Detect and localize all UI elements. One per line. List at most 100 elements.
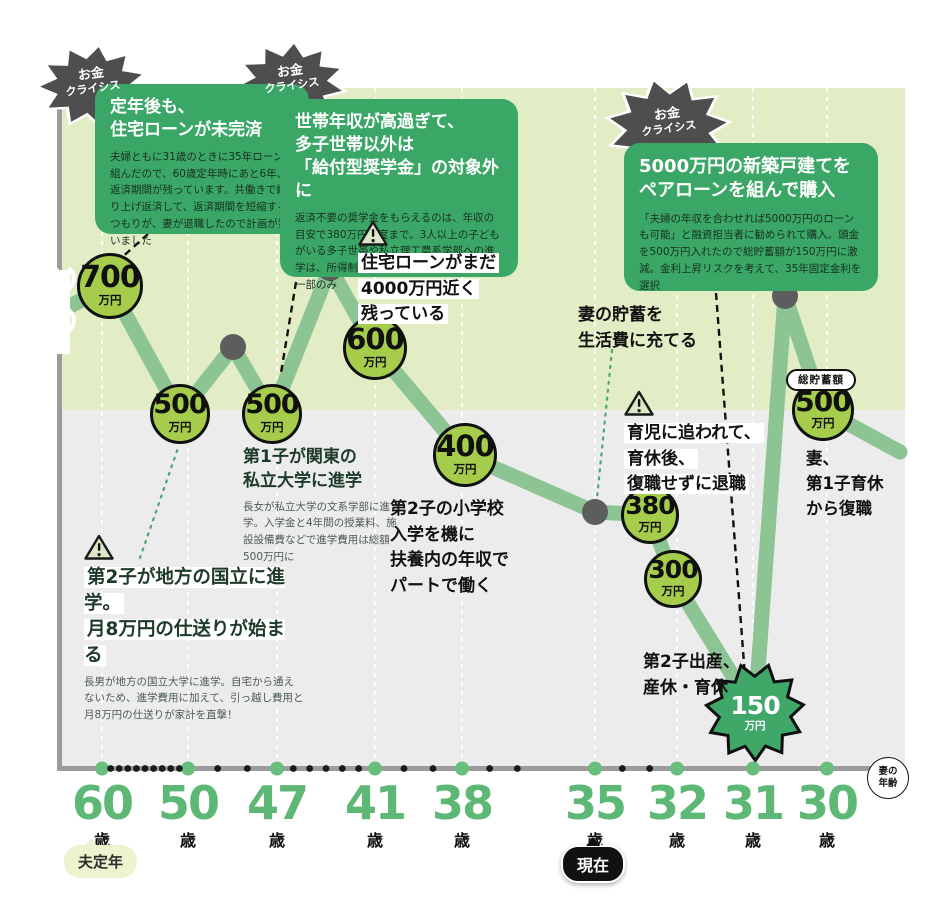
axis-tick-31: 31 歳 — [722, 776, 785, 851]
note-line: 復職せずに退職 — [624, 474, 749, 494]
wife-age-axis-label: 妻の 年齢 — [867, 757, 909, 799]
data-point-500-age47: 500 万円 — [242, 384, 302, 444]
tick-unit: 歳 — [179, 831, 197, 850]
point-value: 500 — [153, 389, 207, 421]
axis-tick-50: 50 歳 — [157, 776, 220, 851]
point-value: 300 — [648, 555, 698, 585]
note-line: 育児に追われて、 — [624, 423, 764, 443]
warning-icon — [358, 220, 388, 246]
note-line: 妻の貯蓄を — [578, 305, 663, 325]
axis-tick-32: 32 歳 — [646, 776, 709, 851]
tick-number: 50 — [157, 776, 220, 830]
axis-tick-41: 41 歳 — [344, 776, 407, 851]
callout-pair-loan: 5000万円の新築戸建てを ペアローンを組んで購入 「夫婦の年収を合わせれば50… — [624, 143, 878, 292]
point-value: 600 — [346, 322, 405, 357]
callout-title-line: 世帯年収が高過ぎて、 — [295, 112, 465, 132]
point-unit: 万円 — [661, 583, 685, 598]
callout-title-line: 多子世帯以外は — [295, 134, 414, 155]
axis-tick-38: 38 歳 — [431, 776, 494, 851]
tick-unit: 歳 — [668, 831, 686, 850]
note-line: 4000万円近く — [358, 278, 480, 299]
note-second-child-university: 第2子が地方の国立に進学。 月8万円の仕送りが始まる 長男が地方の国立大学に進学… — [84, 534, 304, 724]
point-value: 500 — [245, 389, 299, 421]
callout-title-line: ペアローンを組んで購入 — [639, 180, 836, 202]
grid-line — [594, 88, 596, 767]
point-unit: 万円 — [453, 461, 477, 476]
note-line: 扶養内の年収で — [390, 550, 509, 570]
axis-tick-47: 47 歳 — [246, 776, 309, 851]
point-unit: 万円 — [260, 419, 284, 434]
warning-icon — [624, 390, 654, 416]
note-line: 月8万円の仕送りが始まる — [84, 618, 285, 666]
note-line: 育休後、 — [624, 448, 698, 469]
x-axis-line — [57, 766, 903, 771]
point-unit: 万円 — [638, 519, 662, 534]
current-time-badge: 現在 — [561, 837, 626, 883]
callout-retirement-loan: 定年後も、 住宅ローンが未完済 夫婦ともに31歳のときに35年ローンを組んだので… — [95, 84, 309, 247]
husband-retirement-badge: 夫定年 — [64, 838, 138, 878]
note-body: 長男が地方の国立大学に進学。自宅から通えないため、進学費用に加えて、引っ越し費用… — [84, 675, 304, 722]
point-unit: 万円 — [168, 419, 192, 434]
point-value: 700 — [80, 260, 141, 295]
tick-number: 35 — [564, 776, 627, 830]
point-unit: 万円 — [363, 354, 387, 369]
tick-unit: 歳 — [744, 831, 762, 850]
tick-number: 41 — [344, 776, 407, 830]
point-value: 380 — [625, 491, 675, 521]
point-unit: 万円 — [811, 416, 835, 431]
point-value: 500 — [795, 384, 851, 418]
axis-label-line: 妻の — [878, 766, 898, 778]
data-point-700: 700 万円 — [77, 253, 143, 319]
axis-tick-30: 30 歳 — [796, 776, 859, 851]
warning-icon — [84, 534, 114, 560]
tick-number: 47 — [246, 776, 309, 830]
note-wife-savings: 妻の貯蓄を 生活費に充てる — [578, 303, 697, 354]
callout-title-line: 5000万円の新築戸建てを — [639, 156, 851, 177]
note-line: 第1子育休 — [806, 473, 884, 493]
tick-number: 31 — [722, 776, 785, 830]
note-line: 産休・育休 — [643, 677, 728, 698]
data-point-400: 400 万円 — [433, 423, 497, 487]
axis-label-line: 年齢 — [878, 778, 898, 789]
chart-left-border — [57, 88, 62, 767]
tick-number: 60 — [71, 776, 134, 830]
tick-unit: 歳 — [453, 831, 471, 850]
point-unit: 万円 — [744, 719, 766, 732]
data-point-300: 300 万円 — [644, 550, 702, 608]
callout-title-line: 住宅ローンが未完済 — [110, 119, 263, 140]
note-part-time: 第2子の小学校 入学を機に 扶養内の年収で パートで働く — [390, 497, 509, 599]
note-line: 第2子出産、 — [643, 652, 740, 672]
tick-number: 38 — [431, 776, 494, 830]
callout-body: 夫婦ともに31歳のときに35年ローンを組んだので、60歳定年時にあと6年、返済期… — [110, 150, 294, 247]
tick-unit: 歳 — [268, 831, 286, 850]
note-return-to-work: 妻、 第1子育休 から復職 — [806, 447, 883, 521]
total-savings-badge: 総貯蓄額 — [786, 369, 856, 391]
note-line: 残っている — [358, 304, 449, 324]
point-unit: 万円 — [98, 293, 122, 307]
note-line: 第2子が地方の国立に進学。 — [84, 567, 285, 614]
callout-body: 「夫婦の年収を合わせれば5000万円のローンも可能」と融資担当者に勧められて購入… — [639, 212, 862, 292]
note-loan-remaining: 住宅ローンがまだ 4000万円近く 残っている — [358, 220, 500, 328]
axis-tick-35: 35歳 — [564, 776, 627, 851]
point-value: 400 — [436, 429, 495, 464]
note-line: パートで働く — [390, 575, 492, 596]
tick-unit: 歳 — [366, 831, 384, 850]
note-line: 住宅ローンがまだ — [358, 253, 500, 273]
axis-tick-60: 60 歳 — [71, 776, 134, 851]
note-line: 生活費に充てる — [578, 330, 697, 351]
tick-unit: 歳 — [818, 831, 836, 850]
tick-number: 32 — [646, 776, 709, 830]
callout-title-line: 「給付型奨学金」の対象外に — [295, 157, 499, 201]
note-line: 第1子が関東の — [243, 447, 357, 467]
note-quit-job: 育児に追われて、 育休後、 復職せずに退職 — [624, 390, 764, 498]
note-line: 入学を機に — [390, 524, 475, 545]
note-line: 第2子の小学校 — [390, 499, 504, 519]
data-point-500-age50: 500 万円 — [150, 384, 210, 444]
tick-number: 30 — [796, 776, 859, 830]
note-second-birth: 第2子出産、 産休・育休 — [643, 650, 740, 701]
note-line: 私立大学に進学 — [243, 470, 362, 491]
note-line: から復職 — [806, 498, 872, 518]
note-line: 妻、 — [806, 449, 839, 468]
callout-title-line: 定年後も、 — [110, 97, 195, 117]
